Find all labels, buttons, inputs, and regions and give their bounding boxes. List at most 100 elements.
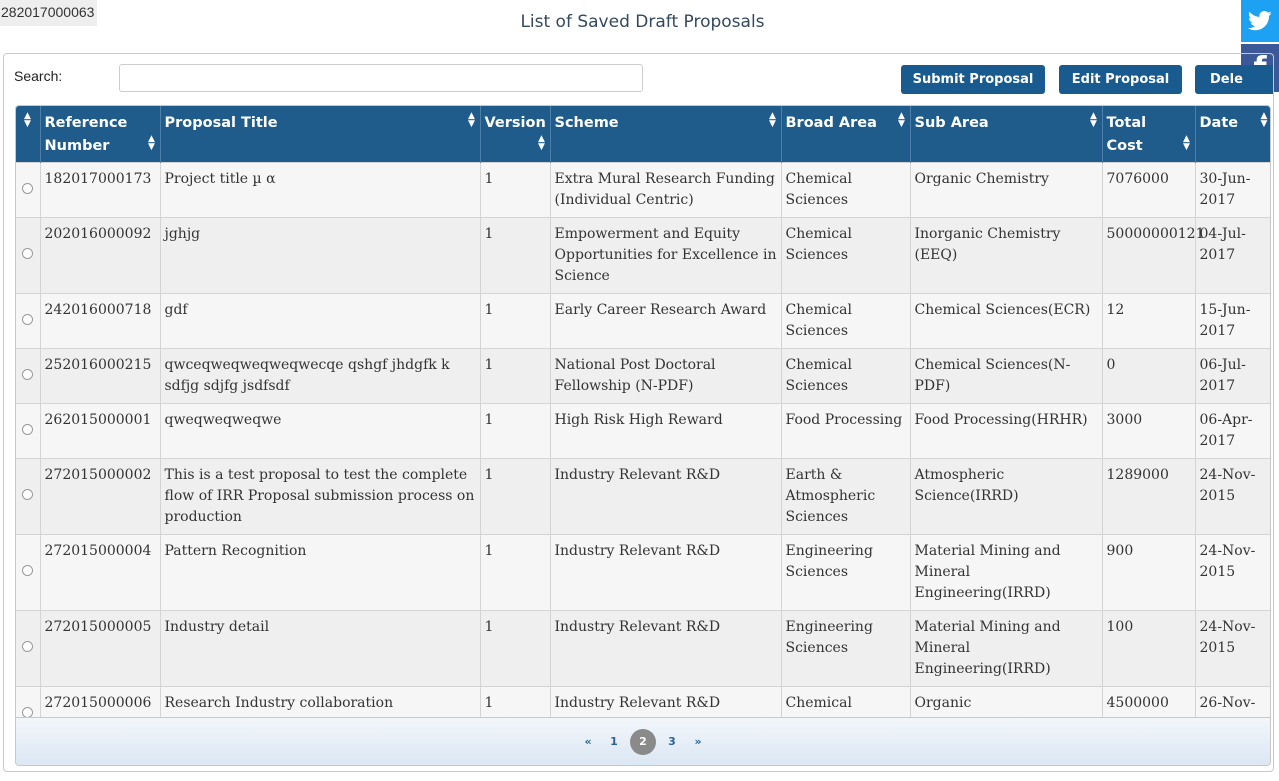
table-row[interactable]: 252016000215 qwceqweqweqweqwecqe qshgf jh… [16, 348, 1270, 404]
sort-icon: ▲ ▼ [769, 111, 776, 129]
row-select-cell [16, 610, 40, 687]
cell-proposal-title: This is a test proposal to test the comp… [159, 458, 480, 535]
submit-proposal-button[interactable]: Submit Proposal [901, 65, 1045, 94]
cell-version: 1 [479, 534, 550, 611]
column-header-total-cost[interactable]: Total Cost ▲ ▼ [1101, 106, 1195, 163]
cell-scheme: Industry Relevant R&D [549, 534, 781, 611]
cell-proposal-title: Project title µ α [159, 162, 480, 218]
cell-total-cost: 100 [1101, 610, 1195, 687]
cell-scheme: Extra Mural Research Funding (Individual… [549, 162, 781, 218]
cell-proposal-title: Industry detail [159, 610, 480, 687]
cell-scheme: Industry Relevant R&D [549, 458, 781, 535]
sort-icon: ▲ ▼ [148, 134, 155, 152]
cell-proposal-title: jghjg [159, 217, 480, 294]
row-select-cell [16, 162, 40, 218]
cell-version: 1 [479, 610, 550, 687]
cell-total-cost: 900 [1101, 534, 1195, 611]
row-select-radio[interactable] [22, 182, 34, 194]
cell-scheme: Industry Relevant R&D [549, 610, 781, 687]
cell-proposal-title: qweqweqweqwe [159, 403, 480, 459]
cell-reference-number: 182017000173 [39, 162, 160, 218]
proposals-panel: Search: Submit Proposal Edit Proposal De… [3, 53, 1274, 772]
twitter-share-button[interactable] [1241, 0, 1279, 42]
column-header-sub-area[interactable]: Sub Area ▲ ▼ [909, 106, 1102, 163]
column-header-scheme[interactable]: Scheme ▲ ▼ [549, 106, 781, 163]
cell-sub-area: Food Processing(HRHR) [909, 403, 1102, 459]
cell-date: 06-Apr-2017 [1194, 403, 1270, 459]
sort-icon: ▲ ▼ [898, 111, 905, 129]
cell-version: 1 [479, 162, 550, 218]
row-select-cell [16, 348, 40, 404]
table-row[interactable]: 272015000004 Pattern Recognition 1 Industry… [16, 534, 1270, 611]
table-row[interactable]: 202016000092 jghjg 1 Empowerment and Equity… [16, 217, 1270, 294]
search-input[interactable] [119, 64, 643, 92]
cell-scheme: National Post Doctoral Fellowship (N-PDF… [549, 348, 781, 404]
cell-sub-area: Inorganic Chemistry (EEQ) [909, 217, 1102, 294]
row-select-cell [16, 403, 40, 459]
cell-date: 30-Jun-2017 [1194, 162, 1270, 218]
table-row[interactable]: 242016000718 gdf 1 Early Career Research Aw… [16, 293, 1270, 349]
row-select-radio[interactable] [22, 248, 34, 259]
cell-broad-area: Engineering Sciences [780, 610, 910, 687]
row-select-radio[interactable] [22, 423, 34, 435]
cell-sub-area: Organic Chemistry [909, 162, 1102, 218]
table-row[interactable]: 272015000002 This is a test proposal to t… [16, 458, 1270, 535]
cell-sub-area: Chemical Sciences(ECR) [909, 293, 1102, 349]
row-select-cell [16, 293, 40, 349]
pagination-page-3[interactable]: 3 [668, 735, 676, 748]
row-select-cell [16, 458, 40, 535]
pagination-next[interactable]: » [694, 735, 702, 748]
column-header-reference-number[interactable]: Reference Number ▲ ▼ [39, 106, 160, 163]
row-select-radio[interactable] [22, 313, 34, 325]
table-row[interactable]: 182017000173 Project title µ α 1 Extra Mura… [16, 162, 1270, 218]
pagination-prev[interactable]: « [584, 735, 592, 748]
cell-broad-area: Chemical Sciences [780, 162, 910, 218]
twitter-bird-icon [1248, 11, 1272, 31]
sort-icon: ▲ ▼ [24, 111, 31, 129]
pagination-page-1[interactable]: 1 [610, 735, 618, 748]
cell-proposal-title: gdf [159, 293, 480, 349]
cell-reference-number: 202016000092 [39, 217, 160, 294]
selected-reference-id: 282017000063 [0, 0, 97, 26]
column-header-proposal-title[interactable]: Proposal Title ▲ ▼ [159, 106, 480, 163]
column-header-version[interactable]: Version ▲ ▼ [479, 106, 550, 163]
cell-reference-number: 272015000004 [39, 534, 160, 611]
cell-total-cost: 0 [1101, 348, 1195, 404]
row-select-radio[interactable] [22, 489, 34, 500]
cell-sub-area: Material Mining and Mineral Engineering(… [909, 534, 1102, 611]
pagination-page-2-current[interactable]: 2 [630, 728, 656, 755]
row-select-radio[interactable] [22, 641, 34, 652]
cell-total-cost: 1289000 [1101, 458, 1195, 535]
table-row[interactable]: 262015000001 qweqweqweqwe 1 High Risk High … [16, 403, 1270, 459]
column-header-date[interactable]: Date ▲ ▼ [1194, 106, 1270, 163]
select-column-header[interactable]: ▲ ▼ [16, 106, 40, 163]
cell-broad-area: Food Processing [780, 403, 910, 459]
cell-sub-area: Chemical Sciences(N-PDF) [909, 348, 1102, 404]
table-row[interactable]: 272015000005 Industry detail 1 Industry Rel… [16, 610, 1270, 687]
cell-version: 1 [479, 217, 550, 294]
column-header-broad-area[interactable]: Broad Area ▲ ▼ [780, 106, 910, 163]
cell-date: 15-Jun-2017 [1194, 293, 1270, 349]
sort-icon: ▲ ▼ [538, 134, 545, 152]
row-select-radio[interactable] [22, 368, 34, 380]
search-label: Search: [14, 68, 63, 84]
row-select-radio[interactable] [22, 706, 34, 718]
delete-proposal-button[interactable]: Dele [1195, 65, 1273, 94]
cell-scheme: Early Career Research Award [549, 293, 781, 349]
cell-total-cost: 12 [1101, 293, 1195, 349]
sort-icon: ▲ ▼ [1260, 111, 1268, 129]
sort-icon: ▲ ▼ [468, 111, 475, 129]
edit-proposal-button[interactable]: Edit Proposal [1059, 65, 1182, 94]
cell-broad-area: Chemical Sciences [780, 293, 910, 349]
row-select-radio[interactable] [22, 565, 34, 576]
cell-date: 04-Jul-2017 [1194, 217, 1270, 294]
cell-proposal-title: Pattern Recognition [159, 534, 480, 611]
cell-sub-area: Material Mining and Mineral Engineering(… [909, 610, 1102, 687]
cell-total-cost: 50000000121 [1101, 217, 1204, 294]
sort-icon: ▲ ▼ [1183, 134, 1190, 152]
proposals-table-container: ▲ ▼ Reference Number ▲ ▼ Proposal Title ▲ ▼ V… [15, 105, 1271, 766]
cell-total-cost: 7076000 [1101, 162, 1195, 218]
cell-date: 24-Nov-2015 [1194, 458, 1270, 535]
cell-proposal-title: qwceqweqweqweqwecqe qshgf jhdgfk k sdfjg… [159, 348, 480, 404]
proposals-table: ▲ ▼ Reference Number ▲ ▼ Proposal Title ▲ ▼ V… [16, 106, 1270, 765]
